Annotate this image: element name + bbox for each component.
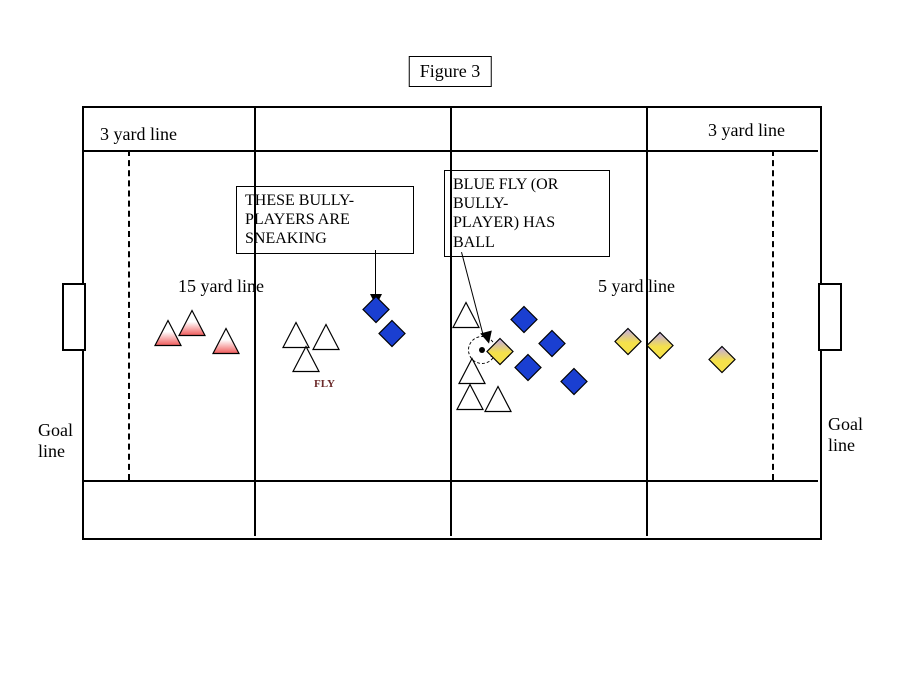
goal-left (62, 283, 86, 351)
three-yard-dashed-line (772, 150, 774, 480)
three-yard-label-right: 3 yard line (708, 120, 785, 141)
goal-line-label-right: Goal line (828, 414, 863, 455)
diamond-yellow-marker (485, 337, 515, 372)
triangle-red-marker (211, 327, 241, 362)
three-yard-dashed-line (128, 150, 130, 480)
triangle-white-marker (457, 357, 487, 392)
diamond-blue-marker (377, 319, 407, 354)
goal-right (818, 283, 842, 351)
field-vertical-line (646, 106, 648, 536)
field-vertical-line (254, 106, 256, 536)
goal-line-label-left: Goal line (38, 420, 73, 461)
diamond-blue-marker (513, 353, 543, 388)
diamond-yellow-marker (613, 327, 643, 362)
triangle-white-marker (483, 385, 513, 420)
diamond-blue-marker (559, 367, 589, 402)
diamond-yellow-marker (645, 331, 675, 366)
callout-sneaking: THESE BULLY-PLAYERS ARESNEAKING (236, 186, 414, 254)
three-yard-label-left: 3 yard line (100, 124, 177, 145)
diamond-yellow-marker (707, 345, 737, 380)
diamond-blue-marker (509, 305, 539, 340)
figure-title: Figure 3 (409, 56, 492, 87)
fifteen-yard-label: 15 yard line (178, 276, 264, 297)
five-yard-label: 5 yard line (598, 276, 675, 297)
triangle-white-marker (451, 301, 481, 336)
triangle-red-marker (177, 309, 207, 344)
callout-blue-fly: BLUE FLY (ORBULLY-PLAYER) HASBALL (444, 170, 610, 257)
fly-label: FLY (314, 378, 335, 390)
callout-arrow (375, 250, 376, 296)
triangle-white-marker (311, 323, 341, 358)
